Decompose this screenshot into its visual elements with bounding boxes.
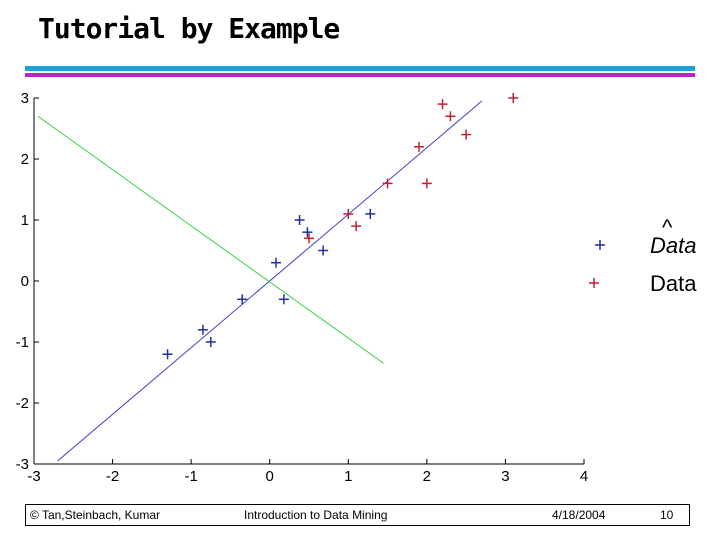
data-point-series2 (414, 141, 424, 152)
data-point-series2 (304, 233, 314, 244)
chart-ticks: -3 -2 -1 0 1 2 3 4 3 2 1 0 -1 -2 -3 (16, 90, 589, 485)
footer-copyright: © Tan,Steinbach, Kumar (30, 508, 161, 522)
y-tick-label: -1 (16, 334, 29, 351)
plot-area-background (34, 96, 584, 466)
chart-points (162, 93, 519, 360)
y-tick-label: 0 (21, 273, 29, 290)
data-point-series2 (508, 93, 519, 103)
y-tick-label: 1 (21, 212, 29, 229)
y-tick-label: 3 (21, 90, 29, 107)
chart-lines (37, 100, 483, 462)
data-point-series2 (461, 129, 472, 140)
y-tick-label: -2 (16, 395, 29, 412)
slide-title: Tutorial by Example (38, 12, 340, 45)
y-tick-label: 2 (21, 151, 29, 168)
data-point-series1 (205, 337, 216, 347)
data-point-series2 (351, 221, 362, 232)
title-underline-magenta (25, 73, 695, 77)
x-tick-label: -2 (106, 468, 119, 485)
data-point-series1 (294, 215, 305, 225)
y-tick-label: -3 (16, 456, 29, 473)
fit-line-1 (57, 100, 483, 462)
footer-page-number: 10 (660, 508, 674, 522)
data-point-series1 (162, 349, 173, 360)
legend-marker-1 (595, 240, 605, 250)
data-point-series1 (197, 324, 208, 335)
data-point-series1 (237, 294, 248, 305)
x-tick-label: 4 (580, 468, 588, 485)
data-point-series1 (318, 245, 329, 256)
title-underline-cyan (25, 66, 695, 71)
footer-date: 4/18/2004 (552, 508, 606, 522)
x-tick-label: -3 (27, 468, 40, 485)
data-point-series1 (302, 227, 313, 238)
legend-marker-2 (589, 278, 599, 288)
x-tick-label: 3 (501, 468, 509, 485)
x-tick-label: 2 (423, 468, 431, 485)
data-point-series2 (445, 111, 456, 122)
x-tick-label: 0 (266, 468, 274, 485)
slide-footer: © Tan,Steinbach, Kumar Introduction to D… (25, 504, 690, 526)
x-tick-label: 1 (344, 468, 352, 485)
data-point-series2 (343, 208, 354, 219)
data-point-series2 (437, 99, 448, 110)
data-point-series1 (278, 294, 289, 305)
x-tick-label: -1 (184, 468, 197, 485)
data-point-series1 (365, 208, 376, 219)
data-point-series1 (271, 257, 281, 268)
legend-hat: ^ (662, 215, 673, 240)
footer-course: Introduction to Data Mining (244, 508, 388, 522)
legend-label-2: Data (650, 271, 697, 296)
legend-label-1: Data (650, 233, 696, 258)
fit-line-2 (37, 115, 384, 364)
data-point-series2 (421, 178, 432, 189)
data-point-series2 (382, 178, 393, 189)
